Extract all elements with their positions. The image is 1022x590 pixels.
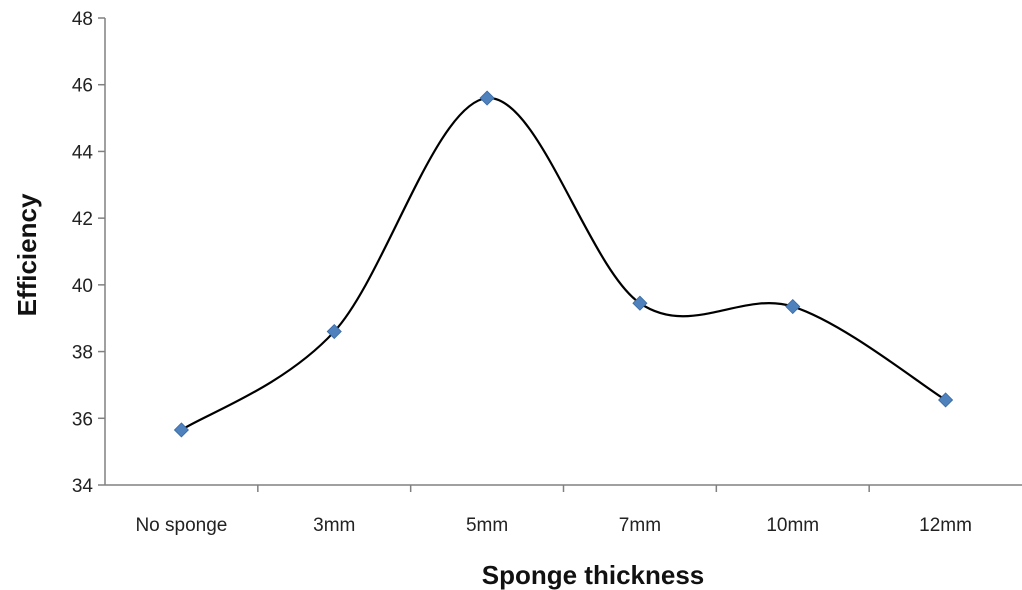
y-tick-label: 38 <box>72 343 93 364</box>
x-axis-title: Sponge thickness <box>482 560 705 590</box>
data-point-marker <box>326 323 342 340</box>
data-point-marker <box>479 90 495 106</box>
y-tick-label: 40 <box>72 276 93 297</box>
x-tick-label: No sponge <box>135 515 227 536</box>
data-point-marker <box>785 298 801 315</box>
y-tick-label: 48 <box>72 9 93 30</box>
data-point-marker <box>938 392 954 408</box>
y-tick-label: 42 <box>72 209 93 230</box>
data-point-marker <box>632 295 648 311</box>
x-tick-label: 3mm <box>313 515 355 536</box>
x-tick-label: 5mm <box>466 515 508 536</box>
y-axis: 34 36 38 40 42 44 46 48 <box>72 9 106 497</box>
x-axis: No sponge 3mm 5mm 7mm 10mm 12mm <box>105 484 1022 536</box>
x-tick-label: 7mm <box>619 515 661 536</box>
x-tick-label: 10mm <box>766 515 819 536</box>
y-tick-label: 46 <box>72 76 93 97</box>
y-tick-label: 36 <box>72 409 93 430</box>
y-axis-title: Efficiency <box>12 193 42 316</box>
y-tick-label: 44 <box>72 142 94 163</box>
y-tick-label: 34 <box>72 476 94 497</box>
data-point-marker <box>173 422 189 438</box>
series-line <box>180 96 947 431</box>
x-tick-label: 12mm <box>919 515 972 536</box>
series-layer <box>173 90 954 438</box>
